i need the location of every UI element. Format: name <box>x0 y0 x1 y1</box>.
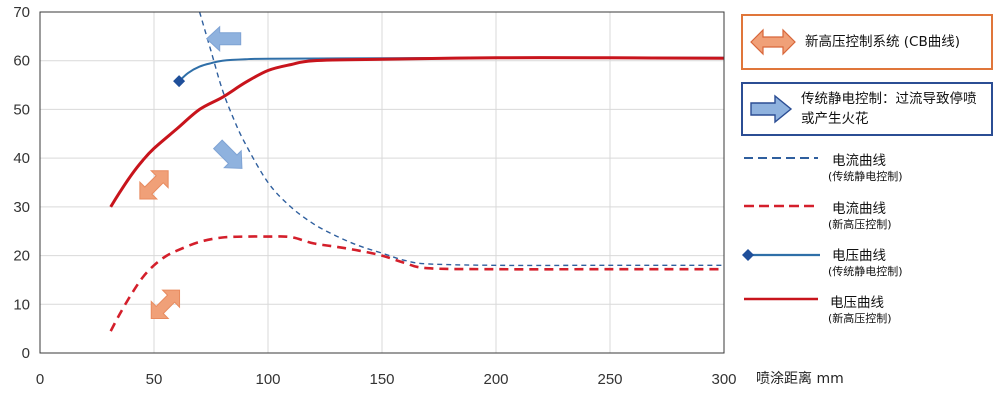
x-tick-label: 50 <box>146 371 163 388</box>
orange-double-arrow-icon <box>139 170 169 200</box>
legend-line-dashed-blue <box>744 157 818 159</box>
legend-line-solid-red <box>744 297 818 301</box>
legend-label: 电流曲线 <box>832 153 886 169</box>
diamond-marker-icon <box>173 75 186 88</box>
legend-label: 电压曲线 <box>832 248 886 264</box>
legend-box-traditional: 传统静电控制：过流导致停喷或产生火花 <box>741 82 993 136</box>
legend-box-cb-system: 新高压控制系统 (CB曲线) <box>741 14 993 70</box>
y-tick-label: 20 <box>13 248 30 265</box>
x-tick-label: 300 <box>711 371 736 388</box>
legend-item-voltage-traditional: 电压曲线 (传统静电控制) <box>742 244 992 288</box>
legend-item-current-cb: 电流曲线 (新高压控制) <box>742 197 992 241</box>
y-tick-label: 30 <box>13 199 30 216</box>
y-tick-label: 10 <box>13 296 30 313</box>
legend-sublabel: (新高压控制) <box>828 312 892 325</box>
y-tick-label: 0 <box>22 345 30 362</box>
x-tick-label: 200 <box>483 371 508 388</box>
y-tick-label: 60 <box>13 53 30 70</box>
blue-left-arrow-icon <box>205 25 242 52</box>
x-tick-label: 0 <box>36 371 44 388</box>
legend-line-dashed-red <box>744 204 818 208</box>
series-line-0 <box>198 12 724 267</box>
legend-line-solid-blue-diamond <box>742 249 820 261</box>
legend-sublabel: (新高压控制) <box>828 218 892 231</box>
y-tick-label: 50 <box>13 101 30 118</box>
orange-double-arrow-icon <box>750 28 796 56</box>
series-lines <box>109 12 724 332</box>
y-tick-label: 40 <box>13 150 30 167</box>
legend-item-current-traditional: 电流曲线 (传统静电控制) <box>742 149 992 193</box>
blue-arrow-up-left-icon <box>212 139 243 169</box>
diamond-marker-icon <box>742 249 754 261</box>
blue-right-arrow-icon <box>750 94 793 124</box>
legend-label: 电压曲线 <box>830 295 884 311</box>
legend-sublabel: (传统静电控制) <box>828 265 903 278</box>
plot-frame <box>39 11 725 354</box>
series-line-3 <box>109 56 724 208</box>
x-tick-label: 150 <box>369 371 394 388</box>
legend-item-voltage-cb: 电压曲线 (新高压控制) <box>742 291 992 335</box>
x-axis-label: 喷涂距离 mm <box>756 370 844 387</box>
orange-double-arrow-icon <box>150 289 181 319</box>
x-tick-label: 250 <box>597 371 622 388</box>
legend-sublabel: (传统静电控制) <box>828 170 903 183</box>
x-tick-label: 100 <box>255 371 280 388</box>
legend-box-cb-label: 新高压控制系统 (CB曲线) <box>805 34 961 50</box>
annotation-arrows <box>139 25 243 319</box>
legend-label: 电流曲线 <box>832 201 886 217</box>
y-tick-label: 70 <box>13 4 30 21</box>
legend-box-traditional-label: 传统静电控制：过流导致停喷或产生火花 <box>801 91 977 127</box>
tick-labels: 0 50 100 150 200 250 300 0 10 20 30 40 50 60 70 <box>13 4 736 388</box>
